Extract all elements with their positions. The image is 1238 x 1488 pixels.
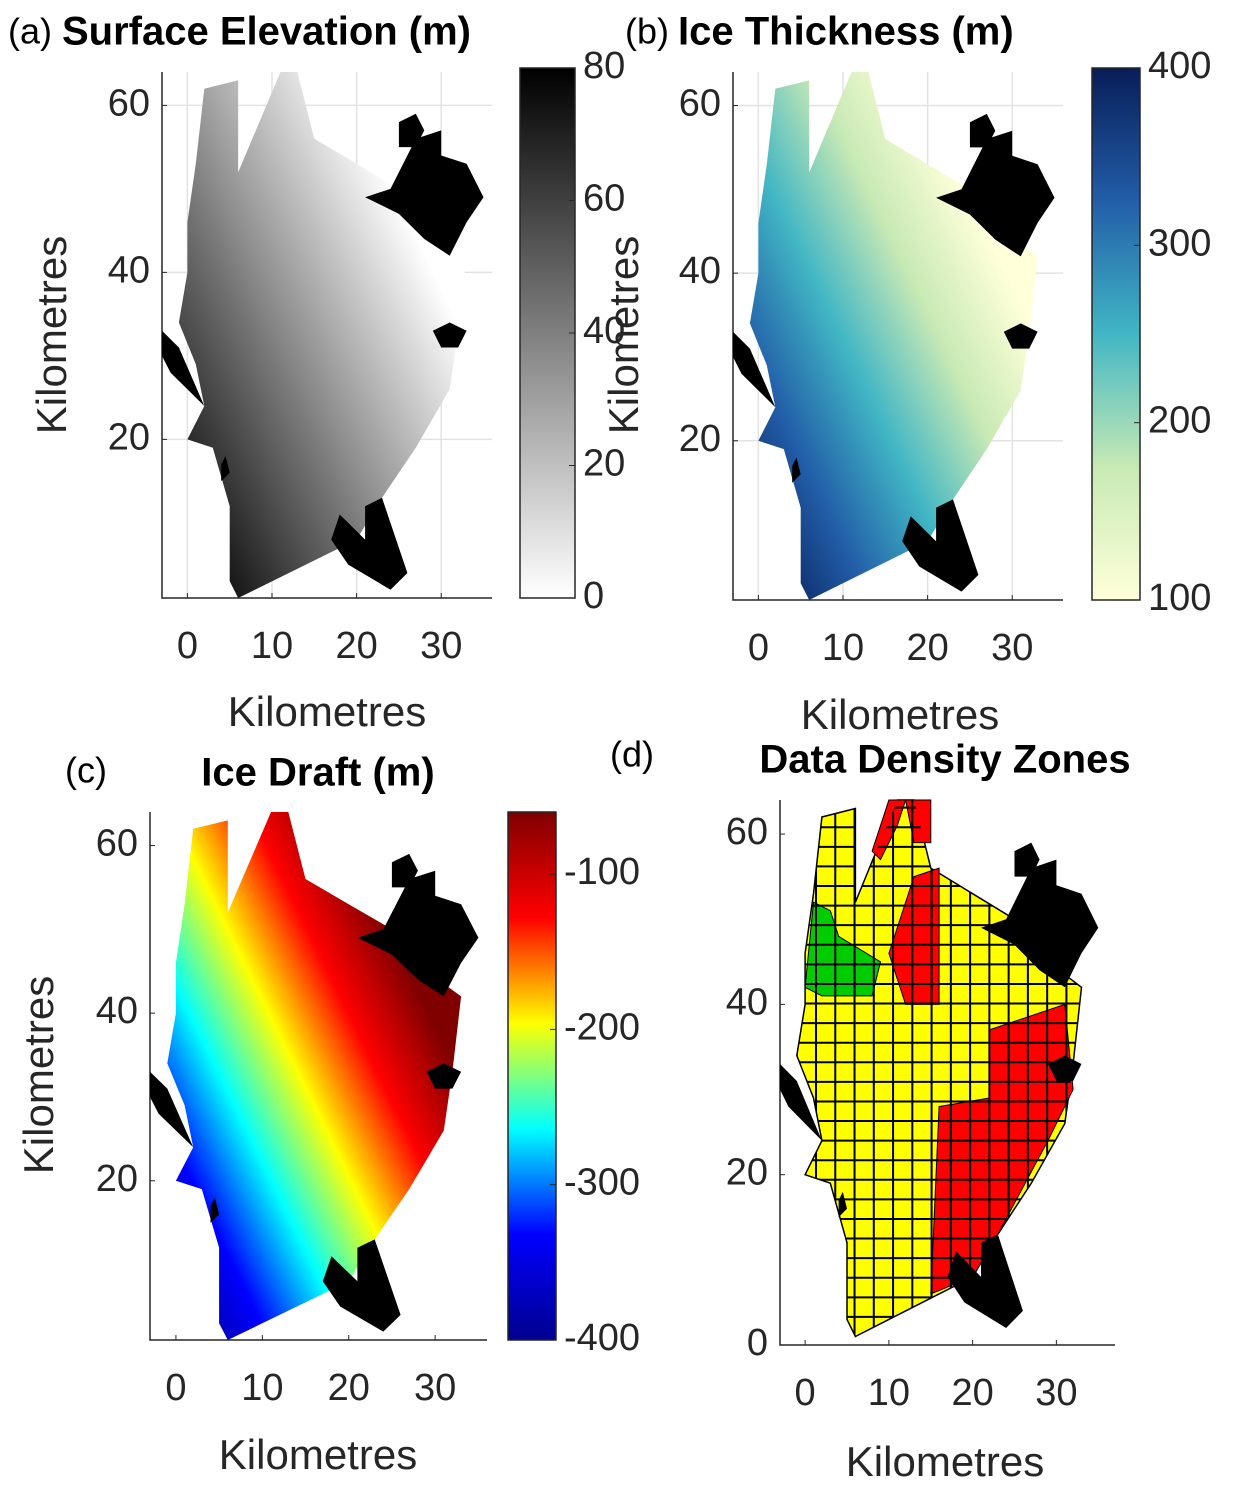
y-tick-label: 60 (726, 811, 768, 853)
panel: (a) Surface Elevation (m) 0 10 20 30 20 40 60 Kil… (8, 10, 625, 736)
axes (732, 72, 1063, 601)
land (969, 113, 996, 148)
x-tick-label: 30 (991, 627, 1033, 669)
land (322, 1239, 401, 1332)
land (1014, 842, 1040, 877)
colorbar (1091, 67, 1141, 601)
zone-red (871, 799, 907, 861)
colorbar-tick-label: 80 (583, 45, 625, 87)
y-tick-label: 60 (108, 82, 150, 124)
land (432, 322, 467, 348)
panel-title: Ice Thickness (m) (678, 10, 1014, 54)
x-tick-label: 0 (165, 1367, 186, 1409)
panel: (b) Ice Thickness (m) 0 10 20 30 20 40 60 Kilomet… (600, 10, 1211, 739)
x-axis-label: Kilometres (228, 688, 426, 735)
land (936, 130, 1055, 257)
x-tick-label: 20 (328, 1367, 370, 1409)
x-tick-label: 0 (177, 625, 198, 667)
panel-title: Ice Draft (m) (201, 751, 434, 795)
land (426, 1063, 462, 1089)
y-tick-label: 40 (679, 250, 721, 292)
land (947, 1234, 1023, 1328)
y-tick-label: 20 (96, 1158, 138, 1200)
land (780, 1064, 822, 1141)
land (331, 497, 408, 590)
y-tick-label: 40 (108, 249, 150, 291)
y-tick-label: 20 (108, 416, 150, 458)
panel-title: Surface Elevation (m) (62, 10, 471, 54)
panel: (d) Data Density Zones 0 10 20 30 0 20 40 60 Kilom… (610, 734, 1131, 1486)
y-tick-label: 60 (679, 83, 721, 125)
land (981, 859, 1099, 988)
land (221, 456, 230, 482)
x-tick-label: 0 (795, 1372, 816, 1414)
x-tick-label: 0 (748, 627, 769, 669)
y-tick-label: 40 (96, 990, 138, 1032)
land (902, 499, 979, 592)
panel-title: Data Density Zones (759, 738, 1130, 782)
zone-red (888, 867, 940, 1005)
y-axis-label: Kilometres (600, 236, 647, 434)
colorbar-tick-label: -300 (564, 1162, 640, 1204)
land (150, 1071, 194, 1148)
panel-label: (d) (610, 734, 654, 775)
land (733, 331, 776, 408)
y-tick-label: 0 (747, 1322, 768, 1364)
land (838, 1191, 847, 1218)
x-tick-label: 10 (822, 627, 864, 669)
x-tick-label: 10 (251, 625, 293, 667)
x-tick-label: 30 (420, 625, 462, 667)
colorbar-tick-label: 40 (583, 310, 625, 352)
y-tick-label: 60 (96, 823, 138, 865)
land (1048, 1055, 1082, 1081)
colorbar-tick-label: 100 (1148, 577, 1211, 619)
colorbar (519, 67, 576, 599)
x-tick-label: 10 (241, 1367, 283, 1409)
land (398, 113, 425, 148)
panel-label: (c) (65, 750, 107, 791)
colorbar-tick-label: -400 (564, 1317, 640, 1359)
x-tick-label: 10 (868, 1372, 910, 1414)
x-tick-label: 20 (951, 1372, 993, 1414)
land (1003, 323, 1038, 349)
land (162, 330, 205, 406)
land (365, 130, 484, 256)
x-tick-label: 20 (335, 625, 377, 667)
y-tick-label: 40 (726, 981, 768, 1023)
x-tick-label: 30 (414, 1367, 456, 1409)
colorbar-tick-label: 20 (583, 443, 625, 485)
colorbar-tick-label: 60 (583, 178, 625, 220)
colorbar-tick-label: -200 (564, 1006, 640, 1048)
colorbar-tick-label: 300 (1148, 222, 1211, 264)
colorbar-tick-label: 200 (1148, 400, 1211, 442)
y-axis-label: Kilometres (15, 976, 62, 1174)
panel-label: (a) (8, 11, 52, 52)
axes (779, 800, 1115, 1346)
panel-label: (b) (625, 11, 669, 52)
x-axis-label: Kilometres (801, 691, 999, 738)
land (210, 1197, 220, 1223)
x-axis-label: Kilometres (846, 1438, 1044, 1485)
axes (149, 812, 487, 1341)
colorbar-tick-label: -100 (564, 851, 640, 893)
colorbar-tick-label: 0 (583, 575, 604, 617)
land (357, 870, 479, 997)
y-tick-label: 20 (726, 1152, 768, 1194)
land (792, 457, 801, 483)
x-axis-label: Kilometres (219, 1431, 417, 1478)
land (391, 853, 418, 888)
panel: (c) Ice Draft (m) 0 10 20 30 20 40 60 Kilometres K… (15, 750, 640, 1479)
axes (161, 72, 492, 599)
y-tick-label: 20 (679, 418, 721, 460)
x-tick-label: 20 (906, 627, 948, 669)
colorbar-tick-label: 400 (1148, 45, 1211, 87)
colorbar (507, 811, 557, 1341)
x-tick-label: 30 (1035, 1372, 1077, 1414)
y-axis-label: Kilometres (28, 236, 75, 434)
